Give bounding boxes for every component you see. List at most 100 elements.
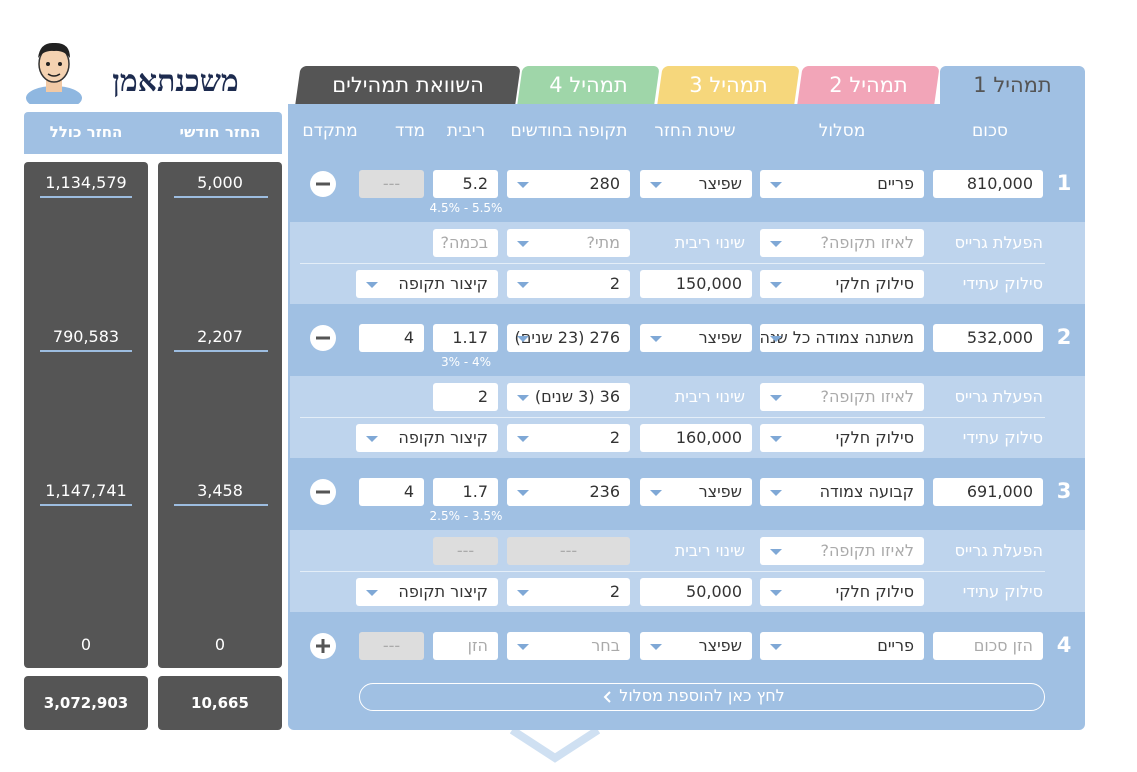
prepayment-type-select[interactable]: סילוק חלקי [760,578,924,606]
summary-column [158,162,282,668]
total-payment: 1,147,741 [45,481,127,500]
period-select[interactable]: 236 [507,478,630,506]
total-payment: 790,583 [52,327,120,346]
value-underline [40,350,132,352]
grace-label: הפעלת גרייס [954,233,1043,252]
prepayment-when-select[interactable]: 2 [507,578,630,606]
monthly-payment: 3,458 [197,481,243,500]
tab-label[interactable]: תמהיל 4 [549,73,628,97]
remove-track-button[interactable] [308,169,338,199]
prepayment-type-select[interactable]: סילוק חלקי [760,270,924,298]
amount-input[interactable]: 532,000 [933,324,1043,352]
prepayment-amount[interactable]: 50,000 [640,578,752,606]
value-underline [174,350,268,352]
monthly-payment: 5,000 [197,173,243,192]
prepayment-amount[interactable]: 160,000 [640,424,752,452]
method-select[interactable]: שפיצר [640,632,752,660]
route-select[interactable]: פריים [760,170,924,198]
amount-input[interactable]: 810,000 [933,170,1043,198]
route-select[interactable]: פריים [760,632,924,660]
prepayment-effect-select[interactable]: קיצור תקופה [356,270,498,298]
tab-label[interactable]: תמהיל 1 [973,73,1052,97]
column-header: מדד [394,121,426,141]
add-track-button[interactable] [308,631,338,661]
rate-change-when[interactable]: מתי? [507,229,630,257]
route-select[interactable]: קבועה צמודה [760,478,924,506]
prepayment-type-select[interactable]: סילוק חלקי [760,424,924,452]
column-header: מתקדם [302,121,358,141]
amount-input[interactable]: 691,000 [933,478,1043,506]
tab-label[interactable]: תמהיל 2 [829,73,908,97]
dropdown-caret [366,436,378,442]
tab-label[interactable]: תמהיל 3 [689,73,768,97]
tab-label[interactable]: השוואת תמהילים [332,73,484,97]
total-payment: 0 [80,635,92,654]
chevron-icon [603,691,611,703]
logo-avatar [26,42,82,104]
rate-input[interactable]: 5.2 [433,170,498,198]
scroll-chevron [510,728,600,763]
dropdown-caret [517,336,529,342]
period-select[interactable]: 280 [507,170,630,198]
index-input: --- [359,632,424,660]
period-select[interactable]: בחר [507,632,630,660]
prepayment-effect-select[interactable]: קיצור תקופה [356,578,498,606]
index-input[interactable]: 4 [359,324,424,352]
dropdown-caret [517,395,529,401]
dropdown-caret [517,282,529,288]
grace-period-select[interactable]: לאיזו תקופה? [760,537,924,565]
value-underline [174,504,268,506]
dropdown-caret [770,182,782,188]
grace-period-select[interactable]: לאיזו תקופה? [760,383,924,411]
summary-column [24,162,148,668]
dropdown-caret [650,644,662,650]
total-payment: 1,134,579 [45,173,127,192]
route-select[interactable]: משתנה צמודה כל שנה [760,324,924,352]
row-divider [300,263,1045,264]
add-track-bar[interactable] [359,683,1045,711]
dropdown-caret [517,436,529,442]
column-header: שיטת החזר [654,121,736,141]
mix-tab[interactable] [940,66,1085,108]
prepayment-label: סילוק עתידי [962,428,1043,447]
track-number: 3 [1056,479,1072,503]
dropdown-caret [517,182,529,188]
rate-range: 4.5% - 5.5% [429,201,503,215]
remove-track-button[interactable] [308,323,338,353]
add-track-label[interactable]: לחץ כאן להוספת מסלול [619,686,785,705]
dropdown-caret [366,282,378,288]
summary-total-box [24,676,148,730]
dropdown-caret [650,336,662,342]
prepayment-label: סילוק עתידי [962,274,1043,293]
prepayment-amount[interactable]: 150,000 [640,270,752,298]
prepayment-when-select[interactable]: 2 [507,424,630,452]
rate-change-amount[interactable]: בכמה? [433,229,498,257]
value-underline [40,504,132,506]
column-header: תקופה בחודשים [510,121,628,141]
monthly-sum: 10,665 [191,694,249,712]
rate-change-when: --- [507,537,630,565]
index-input[interactable]: 4 [359,478,424,506]
prepayment-when-select[interactable]: 2 [507,270,630,298]
grace-period-select[interactable]: לאיזו תקופה? [760,229,924,257]
remove-track-button[interactable] [308,477,338,507]
dropdown-caret [770,490,782,496]
rate-change-amount[interactable]: 2 [433,383,498,411]
rate-input[interactable]: 1.17 [433,324,498,352]
amount-input[interactable]: הזן סכום [933,632,1043,660]
rate-input[interactable]: הזן [433,632,498,660]
column-header: מסלול [818,121,866,141]
period-select[interactable]: 276 (23 שנים) [507,324,630,352]
column-header: ריבית [446,121,486,141]
row-divider [300,417,1045,418]
method-select[interactable]: שפיצר [640,324,752,352]
prepayment-label: סילוק עתידי [962,582,1043,601]
method-select[interactable]: שפיצר [640,170,752,198]
rate-input[interactable]: 1.7 [433,478,498,506]
track-number: 4 [1056,633,1072,657]
rate-change-when[interactable]: 36 (3 שנים) [507,383,630,411]
grace-label: הפעלת גרייס [954,541,1043,560]
method-select[interactable]: שפיצר [640,478,752,506]
prepayment-effect-select[interactable]: קיצור תקופה [356,424,498,452]
